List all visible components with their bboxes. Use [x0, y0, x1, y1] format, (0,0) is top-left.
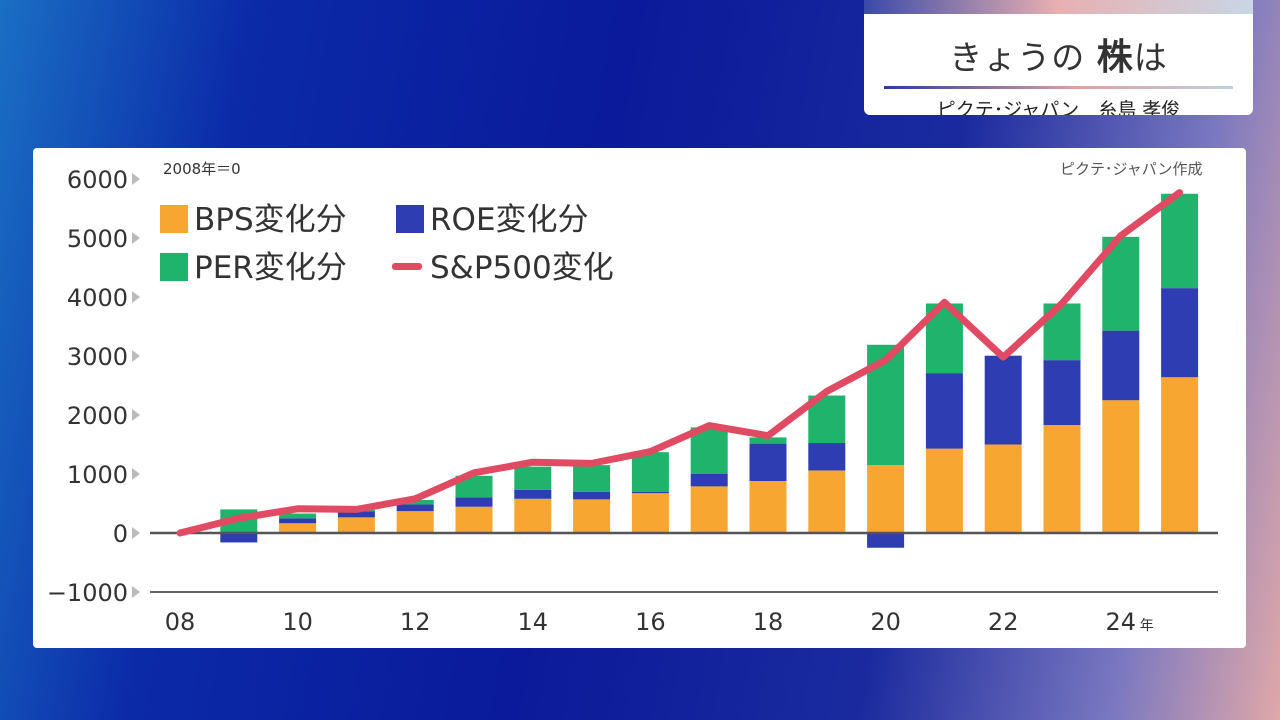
- title-divider: [884, 86, 1233, 89]
- bar-BPS変化分: [867, 465, 905, 533]
- x-tick-label: 22: [988, 608, 1019, 636]
- x-tick-label: 08: [165, 608, 196, 636]
- y-tick-marker: [132, 409, 140, 421]
- chart-note: 2008年＝0: [163, 160, 241, 178]
- bar-ROE変化分: [984, 355, 1022, 445]
- legend-swatch-sp500: [392, 263, 422, 270]
- y-tick-marker: [132, 468, 140, 480]
- x-tick-label: 18: [753, 608, 784, 636]
- x-tick-label: 20: [870, 608, 901, 636]
- bar-ROE変化分: [690, 474, 728, 487]
- title-suffix: は: [1133, 38, 1168, 77]
- x-tick-label: 16: [635, 608, 666, 636]
- bar-BPS変化分: [749, 481, 787, 533]
- bar-PER変化分: [455, 475, 493, 498]
- y-tick-marker: [132, 232, 140, 244]
- bar-BPS変化分: [514, 498, 552, 533]
- bar-BPS変化分: [925, 448, 963, 533]
- bar-BPS変化分: [396, 511, 434, 533]
- bar-BPS変化分: [984, 444, 1022, 533]
- sp500-line: [176, 189, 1184, 537]
- bar-ROE変化分: [573, 491, 611, 500]
- y-tick-label: 3000: [67, 343, 128, 371]
- bar-ROE変化分: [514, 489, 552, 499]
- program-title-box: きょうの 株は ピクテ･ジャパン 糸島 孝俊: [864, 0, 1253, 115]
- bar-ROE変化分: [749, 443, 787, 482]
- bar-ROE変化分: [1161, 288, 1199, 378]
- legend-roe: ROE変化分: [396, 194, 589, 239]
- y-tick-label: 1000: [67, 461, 128, 489]
- bar-ROE変化分: [279, 518, 317, 524]
- legend-swatch-bps: [160, 205, 188, 233]
- guest-name: ピクテ･ジャパン 糸島 孝俊: [936, 99, 1181, 115]
- bar-PER変化分: [1161, 193, 1199, 289]
- bar-BPS変化分: [690, 486, 728, 533]
- y-tick-marker: [132, 586, 140, 598]
- bar-PER変化分: [514, 466, 552, 490]
- y-tick-label: 6000: [67, 166, 128, 194]
- x-unit-label: 年: [1140, 618, 1154, 634]
- legend-label-sp500: S&P500変化: [430, 250, 614, 286]
- y-tick-label: −1000: [47, 579, 128, 607]
- bar-BPS変化分: [1102, 400, 1140, 533]
- x-tick-label: 12: [400, 608, 431, 636]
- legend-swatch-per: [160, 253, 188, 281]
- legend-sp500: S&P500変化: [392, 242, 614, 287]
- bar-PER変化分: [749, 437, 787, 444]
- y-tick-label: 5000: [67, 225, 128, 253]
- legend-label-bps: BPS変化分: [194, 202, 347, 238]
- y-tick-label: 4000: [67, 284, 128, 312]
- y-tick-label: 0: [113, 520, 128, 548]
- bar-ROE変化分: [925, 373, 963, 449]
- legend-swatch-roe: [396, 205, 424, 233]
- x-tick-label: 10: [282, 608, 313, 636]
- bar-BPS変化分: [337, 517, 375, 533]
- bar-ROE変化分: [1043, 360, 1081, 426]
- program-title: きょうの 株は: [864, 28, 1253, 80]
- bar-PER変化分: [690, 427, 728, 474]
- bar-BPS変化分: [1043, 425, 1081, 533]
- y-tick-marker: [132, 291, 140, 303]
- bar-ROE変化分: [808, 443, 846, 471]
- bar-PER変化分: [573, 465, 611, 492]
- bar-ROE変化分: [631, 491, 669, 494]
- bar-PER変化分: [631, 452, 669, 492]
- x-tick-label: 24: [1106, 608, 1137, 636]
- legend-per: PER変化分: [160, 242, 347, 287]
- x-tick-label: 14: [518, 608, 549, 636]
- bar-ROE変化分: [337, 511, 375, 518]
- bar-BPS変化分: [455, 506, 493, 533]
- bar-ROE変化分: [867, 533, 905, 548]
- bar-BPS変化分: [631, 493, 669, 533]
- y-tick-label: 2000: [67, 402, 128, 430]
- title-prefix: きょうの: [949, 38, 1086, 77]
- title-stripe: [864, 0, 1253, 14]
- bar-BPS変化分: [808, 470, 846, 533]
- y-tick-marker: [132, 350, 140, 362]
- bar-ROE変化分: [220, 533, 258, 543]
- legend-label-roe: ROE変化分: [430, 202, 589, 238]
- bar-BPS変化分: [279, 523, 317, 533]
- title-main: 株: [1096, 37, 1134, 78]
- legend-label-per: PER変化分: [194, 250, 347, 286]
- bar-BPS変化分: [1161, 377, 1199, 533]
- bar-PER変化分: [279, 513, 317, 519]
- y-tick-marker: [132, 173, 140, 185]
- bar-ROE変化分: [396, 504, 434, 512]
- bar-ROE変化分: [1102, 330, 1140, 401]
- chart-source: ピクテ･ジャパン作成: [1060, 160, 1203, 178]
- y-tick-marker: [132, 527, 140, 539]
- bar-BPS変化分: [573, 499, 611, 533]
- bar-ROE変化分: [455, 497, 493, 507]
- legend-bps: BPS変化分: [160, 194, 347, 239]
